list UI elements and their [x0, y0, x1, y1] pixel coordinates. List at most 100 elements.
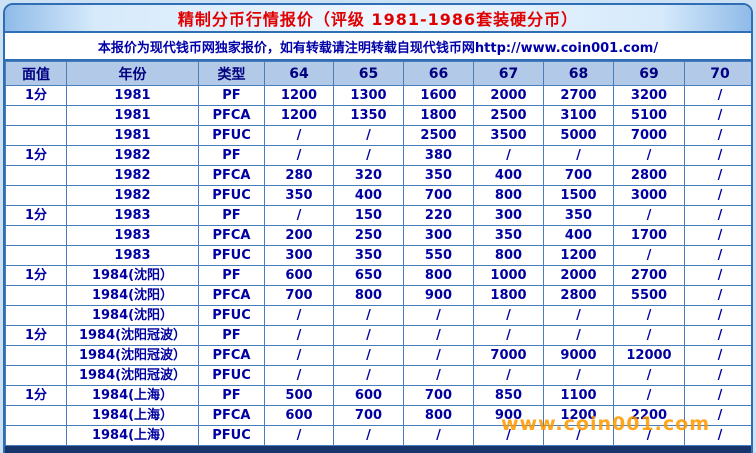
table-row: 1983 PFUC 300 350 550 800 1200//: [5, 245, 751, 266]
price-cell: /: [403, 365, 474, 386]
price-cell: /: [684, 285, 751, 306]
price-cell: /: [684, 245, 751, 266]
price-cell: /: [613, 325, 685, 346]
price-cell: 220: [403, 205, 474, 226]
price-cell: 7000: [473, 345, 544, 366]
price-cell: 300: [264, 245, 334, 266]
price-cell: /: [473, 325, 544, 346]
price-cell: /: [333, 345, 404, 366]
price-cell: 300: [403, 225, 474, 246]
price-cell: 900: [403, 285, 474, 306]
table-row: 1分 1983 PF/150 220 300 350//: [5, 205, 751, 226]
type-cell: PFUC: [198, 305, 265, 326]
price-cell: /: [684, 305, 751, 326]
column-header: 面值: [5, 61, 67, 86]
year-cell: 1983: [66, 205, 199, 226]
price-cell: /: [613, 205, 685, 226]
price-cell: 2500: [473, 105, 544, 126]
year-cell: 1983: [66, 225, 199, 246]
table-row: 1982 PFCA 280 320 350 400 700 2800/: [5, 165, 751, 186]
face-value-cell: [5, 425, 67, 446]
price-cell: 600: [333, 385, 404, 406]
price-cell: 7000: [613, 125, 685, 146]
price-cell: 320: [333, 165, 404, 186]
price-cell: 250: [333, 225, 404, 246]
price-cell: /: [333, 425, 404, 446]
year-cell: 1984(沈阳）: [66, 265, 199, 286]
price-cell: /: [684, 325, 751, 346]
price-cell: /: [543, 425, 614, 446]
price-cell: 1800: [403, 105, 474, 126]
face-value-cell: [5, 225, 67, 246]
table-row: 1分 1981 PF 1200 1300 1600 2000 2700 3200/: [5, 85, 751, 106]
price-cell: 3000: [613, 185, 685, 206]
price-table: 面值 年份 类型 64 65 66 67 68 69 70 1分 1981 PF 1200 1300 160…: [5, 61, 751, 446]
price-cell: 700: [403, 185, 474, 206]
price-cell: 1500: [543, 185, 614, 206]
price-cell: 400: [333, 185, 404, 206]
price-cell: /: [684, 225, 751, 246]
price-cell: /: [333, 325, 404, 346]
price-cell: 2700: [613, 265, 685, 286]
type-cell: PF: [198, 145, 265, 166]
price-table-body: 1分 1981 PF 1200 1300 1600 2000 2700 3200/1981 PFC…: [5, 85, 751, 446]
face-value-cell: [5, 365, 67, 386]
price-cell: /: [403, 345, 474, 366]
price-cell: /: [473, 365, 544, 386]
price-cell: 800: [473, 185, 544, 206]
face-value-cell: [5, 185, 67, 206]
price-cell: 300: [473, 205, 544, 226]
table-row: 1分 1984(上海） PF 500 600 700 850 1100//: [5, 385, 751, 406]
price-cell: /: [684, 385, 751, 406]
price-cell: /: [264, 205, 334, 226]
price-cell: /: [684, 365, 751, 386]
type-cell: PFUC: [198, 185, 265, 206]
year-cell: 1984(沈阳冠波）: [66, 345, 199, 366]
type-cell: PFCA: [198, 105, 265, 126]
year-cell: 1984(上海）: [66, 385, 199, 406]
price-cell: /: [264, 365, 334, 386]
price-cell: 1200: [264, 105, 334, 126]
price-cell: 600: [264, 405, 334, 426]
price-cell: /: [264, 325, 334, 346]
price-cell: 2800: [613, 165, 685, 186]
price-cell: 1200: [543, 245, 614, 266]
type-cell: PF: [198, 265, 265, 286]
price-cell: /: [613, 365, 685, 386]
face-value-cell: 1分: [5, 265, 67, 286]
table-row: 1984(沈阳） PFCA 700 800 900 1800 2800 5500/: [5, 285, 751, 306]
type-cell: PFCA: [198, 225, 265, 246]
column-header: 69: [613, 61, 685, 86]
price-cell: 850: [473, 385, 544, 406]
price-cell: 350: [543, 205, 614, 226]
face-value-cell: [5, 245, 67, 266]
price-cell: /: [684, 145, 751, 166]
price-cell: 2500: [403, 125, 474, 146]
price-cell: 1000: [473, 265, 544, 286]
table-row: 1984(沈阳冠波） PFUC / / / / / / /: [5, 365, 751, 386]
price-cell: 700: [403, 385, 474, 406]
title-bar: 精制分币行情报价（评级 1981-1986套装硬分币）: [5, 5, 751, 33]
price-cell: 800: [403, 265, 474, 286]
table-row: 1分 1984(沈阳冠波） PF / / / / / / /: [5, 325, 751, 346]
type-cell: PF: [198, 205, 265, 226]
price-cell: 600: [264, 265, 334, 286]
type-cell: PF: [198, 85, 265, 106]
price-cell: 1600: [403, 85, 474, 106]
table-row: 1984(沈阳冠波） PFCA / //7000 9000 12000/: [5, 345, 751, 366]
year-cell: 1984(上海）: [66, 405, 199, 426]
price-cell: /: [613, 385, 685, 406]
year-cell: 1984(沈阳冠波）: [66, 365, 199, 386]
price-cell: 150: [333, 205, 404, 226]
column-header: 70: [684, 61, 751, 86]
year-cell: 1984(沈阳）: [66, 305, 199, 326]
price-cell: 5500: [613, 285, 685, 306]
type-cell: PF: [198, 325, 265, 346]
price-cell: 350: [333, 245, 404, 266]
price-cell: /: [684, 205, 751, 226]
face-value-cell: 1分: [5, 385, 67, 406]
table-row: 1984(沈阳） PFUC / / / / / / /: [5, 305, 751, 326]
table-row: 1981 PFCA 1200 1350 1800 2500 3100 5100/: [5, 105, 751, 126]
partial-next-row: [5, 446, 751, 453]
face-value-cell: [5, 285, 67, 306]
